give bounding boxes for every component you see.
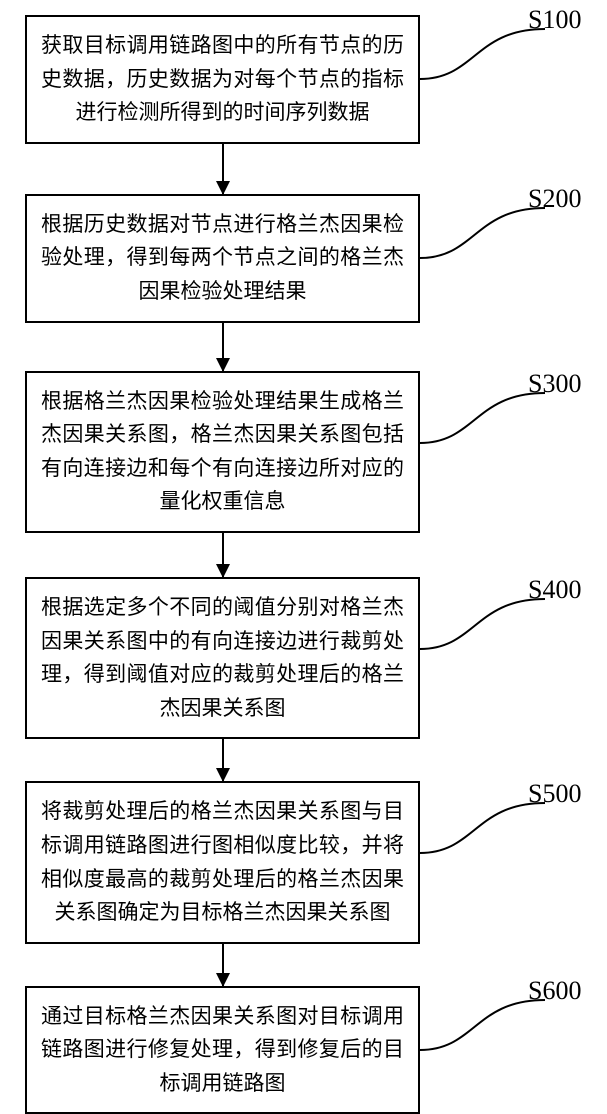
arrow-after-s300 xyxy=(25,533,420,577)
step-row-s400: 根据选定多个不同的阈值分别对格兰杰因果关系图中的有向连接边进行裁剪处理，得到阈值… xyxy=(25,577,585,739)
step-box-s600: 通过目标格兰杰因果关系图对目标调用链路图进行修复处理，得到修复后的目标调用链路图 xyxy=(25,986,420,1114)
step-box-s200: 根据历史数据对节点进行格兰杰因果检验处理，得到每两个节点之间的格兰杰因果检验处理… xyxy=(25,194,420,323)
arrow-line xyxy=(222,944,224,986)
step-row-s200: 根据历史数据对节点进行格兰杰因果检验处理，得到每两个节点之间的格兰杰因果检验处理… xyxy=(25,194,585,323)
step-label-s300: S300 xyxy=(528,369,581,399)
arrow-line xyxy=(222,739,224,781)
step-label-s100: S100 xyxy=(528,5,581,35)
flowchart-container: 获取目标调用链路图中的所有节点的历史数据，历史数据为对每个节点的指标进行检测所得… xyxy=(25,15,585,1114)
step-row-s100: 获取目标调用链路图中的所有节点的历史数据，历史数据为对每个节点的指标进行检测所得… xyxy=(25,15,585,144)
step-row-s500: 将裁剪处理后的格兰杰因果关系图与目标调用链路图进行图相似度比较，并将相似度最高的… xyxy=(25,781,585,943)
step-box-s100: 获取目标调用链路图中的所有节点的历史数据，历史数据为对每个节点的指标进行检测所得… xyxy=(25,15,420,144)
step-box-s500: 将裁剪处理后的格兰杰因果关系图与目标调用链路图进行图相似度比较，并将相似度最高的… xyxy=(25,781,420,943)
step-label-s200: S200 xyxy=(528,184,581,214)
step-label-s500: S500 xyxy=(528,779,581,809)
arrow-after-s500 xyxy=(25,944,420,986)
step-box-s400: 根据选定多个不同的阈值分别对格兰杰因果关系图中的有向连接边进行裁剪处理，得到阈值… xyxy=(25,577,420,739)
arrow-line xyxy=(222,533,224,577)
arrow-after-s200 xyxy=(25,323,420,371)
arrow-line xyxy=(222,144,224,194)
arrow-after-s400 xyxy=(25,739,420,781)
step-box-s300: 根据格兰杰因果检验处理结果生成格兰杰因果关系图，格兰杰因果关系图包括有向连接边和… xyxy=(25,371,420,533)
step-row-s300: 根据格兰杰因果检验处理结果生成格兰杰因果关系图，格兰杰因果关系图包括有向连接边和… xyxy=(25,371,585,533)
step-row-s600: 通过目标格兰杰因果关系图对目标调用链路图进行修复处理，得到修复后的目标调用链路图… xyxy=(25,986,585,1114)
arrow-after-s100 xyxy=(25,144,420,194)
arrow-line xyxy=(222,323,224,371)
step-label-s600: S600 xyxy=(528,976,581,1006)
step-label-s400: S400 xyxy=(528,575,581,605)
